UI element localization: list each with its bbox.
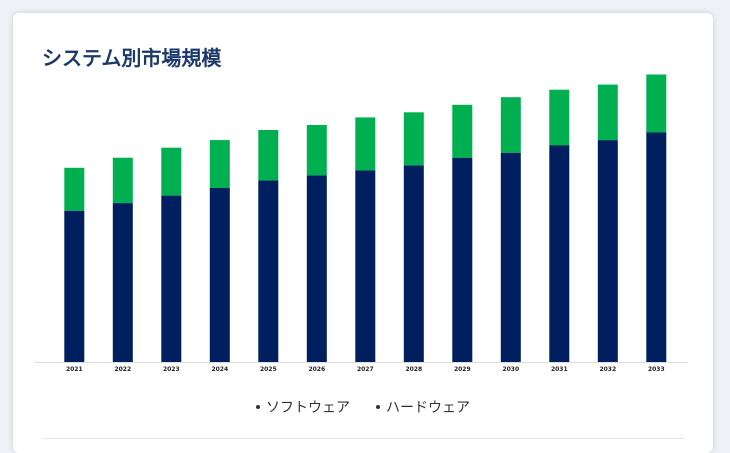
bar-hardware-2031[interactable] <box>549 89 570 146</box>
bar-hardware-2023[interactable] <box>161 147 182 196</box>
chart-title: システム別市場規模 <box>42 46 222 70</box>
bar-software-2025[interactable] <box>258 180 279 362</box>
x-tick-label: 2027 <box>357 366 374 373</box>
legend-label-hardware: ハードウェア <box>386 400 470 416</box>
divider <box>42 438 684 439</box>
bar-software-2027[interactable] <box>355 170 376 362</box>
bar-hardware-2024[interactable] <box>209 140 230 188</box>
x-tick-label: 2024 <box>211 366 228 373</box>
bar-software-2021[interactable] <box>64 210 85 362</box>
bar-hardware-2033[interactable] <box>646 74 667 133</box>
bar-hardware-2028[interactable] <box>403 112 424 166</box>
bar-software-2033[interactable] <box>646 132 667 363</box>
x-tick-label: 2031 <box>551 366 568 373</box>
bar-software-2022[interactable] <box>112 203 133 362</box>
x-tick-label: 2025 <box>260 366 277 373</box>
bar-software-2031[interactable] <box>549 145 570 362</box>
x-tick-label: 2033 <box>648 366 665 373</box>
legend-dot-software <box>256 405 260 409</box>
bar-hardware-2029[interactable] <box>452 104 473 158</box>
bar-hardware-2021[interactable] <box>64 167 85 211</box>
bar-hardware-2027[interactable] <box>355 117 376 171</box>
bar-software-2026[interactable] <box>306 175 327 362</box>
bar-software-2029[interactable] <box>452 157 473 362</box>
bar-software-2023[interactable] <box>161 195 182 362</box>
legend-dot-hardware <box>376 405 380 409</box>
bar-hardware-2025[interactable] <box>258 130 279 181</box>
x-tick-label: 2032 <box>599 366 616 373</box>
x-tick-label: 2023 <box>163 366 180 373</box>
bar-software-2028[interactable] <box>403 165 424 362</box>
bar-hardware-2026[interactable] <box>306 125 327 176</box>
chart-card: システム別市場規模 2021 2022 2023 2024 2025 2026 2027 20… <box>13 13 713 453</box>
legend-item-software[interactable]: ソフトウェア <box>256 397 350 417</box>
stacked-bar-chart: 2021 2022 2023 2024 2025 2026 2027 2028 2029 2030… <box>35 74 688 373</box>
legend-item-hardware[interactable]: ハードウェア <box>376 397 470 417</box>
x-tick-label: 2029 <box>454 366 471 373</box>
x-tick-label: 2026 <box>308 366 325 373</box>
bar-software-2032[interactable] <box>597 140 618 362</box>
legend: ソフトウェア ハードウェア <box>13 397 713 417</box>
bar-software-2030[interactable] <box>500 152 521 362</box>
x-tick-label: 2022 <box>114 366 131 373</box>
x-tick-label: 2030 <box>502 366 519 373</box>
legend-label-software: ソフトウェア <box>266 400 350 416</box>
bar-software-2024[interactable] <box>209 188 230 362</box>
bar-hardware-2032[interactable] <box>597 84 618 141</box>
bar-hardware-2022[interactable] <box>112 157 133 204</box>
bar-hardware-2030[interactable] <box>500 97 521 153</box>
x-tick-label: 2021 <box>66 366 83 373</box>
x-tick-label: 2028 <box>405 366 422 373</box>
